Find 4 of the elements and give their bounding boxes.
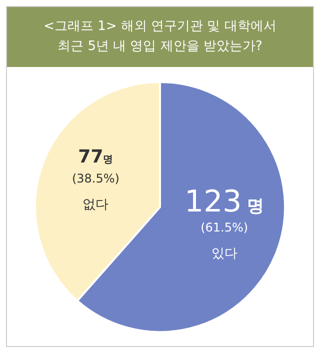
slice-label: 있다 (211, 246, 238, 262)
chart-title: <그래프 1> 해외 연구기관 및 대학에서 최근 5년 내 영입 제안을 받았는가? (7, 7, 313, 67)
data-label: 77명 (38.5%) (72, 146, 120, 186)
slice-label: 없다 (82, 198, 109, 213)
